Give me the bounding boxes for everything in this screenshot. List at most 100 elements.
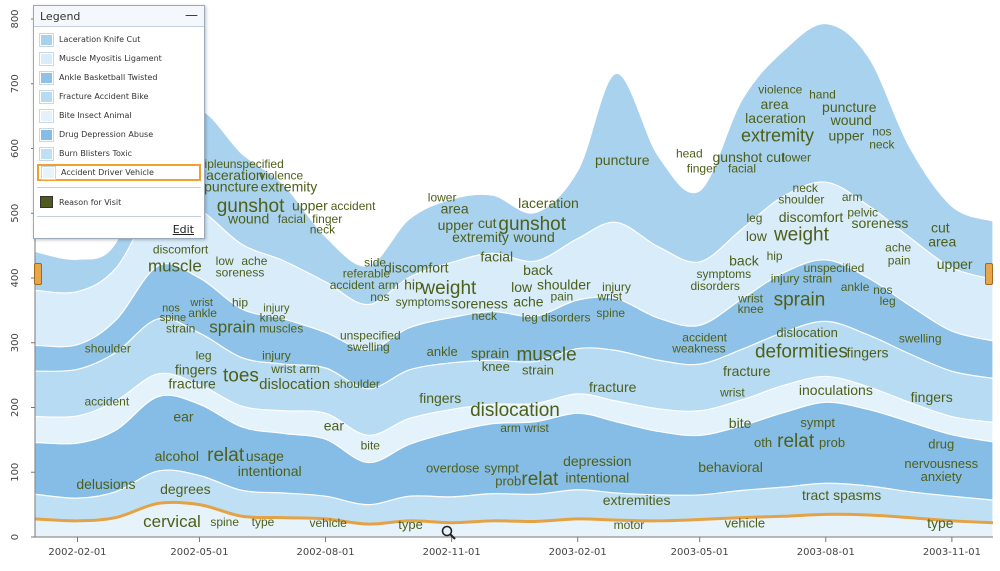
cloud-word: discomfort xyxy=(153,242,209,256)
cloud-word: knee xyxy=(738,302,764,316)
cloud-word: extremities xyxy=(603,492,671,508)
legend-item[interactable]: Accident Driver Vehicle xyxy=(37,164,201,181)
cloud-word: puncture xyxy=(822,99,877,115)
cloud-word: wrist xyxy=(189,297,213,309)
cloud-word: type xyxy=(927,515,954,531)
cloud-word: vehicle xyxy=(309,516,347,530)
legend-swatch xyxy=(40,128,53,141)
legend-item-label: Fracture Accident Bike xyxy=(59,92,149,101)
x-tick-label: 2003-02-01 xyxy=(549,547,607,558)
legend-panel[interactable]: Legend — Laceration Knife Cut Muscle Myos… xyxy=(33,5,205,239)
legend-item[interactable]: Bite Insect Animal xyxy=(37,107,201,124)
cloud-word: nos xyxy=(872,124,891,138)
magnifier-icon[interactable] xyxy=(441,525,456,540)
cloud-word: cervical xyxy=(143,512,201,531)
cloud-word: violence xyxy=(758,82,802,96)
cloud-word: spine xyxy=(596,306,625,320)
legend-item[interactable]: Drug Depression Abuse xyxy=(37,126,201,143)
cloud-word: wrist xyxy=(737,292,763,306)
cloud-word: drug xyxy=(928,436,954,451)
legend-item-label: Drug Depression Abuse xyxy=(59,130,154,139)
legend-item[interactable]: Burn Blisters Toxic xyxy=(37,145,201,162)
cloud-word: wound xyxy=(830,112,872,128)
cloud-word: ankle xyxy=(841,280,870,294)
cloud-word: weight xyxy=(420,278,477,299)
cloud-word: knee xyxy=(482,359,510,374)
cloud-word: delusions xyxy=(76,476,135,492)
cloud-word: side xyxy=(364,255,386,269)
cloud-word: laceration xyxy=(203,167,264,183)
cloud-word: upper xyxy=(438,217,474,233)
legend-header: Legend — xyxy=(34,6,204,27)
cloud-word: neck xyxy=(310,222,336,236)
cloud-word: pain xyxy=(551,290,574,304)
selected-layer-outline xyxy=(34,500,994,526)
word-clouds: tiple unspecifiedlacerationviolencepunctu… xyxy=(76,82,978,532)
cloud-word: ache xyxy=(885,240,911,254)
legend-swatch xyxy=(40,109,53,122)
cloud-word: arm xyxy=(842,190,863,204)
legend-item[interactable]: Laceration Knife Cut xyxy=(37,31,201,48)
cloud-word: bite xyxy=(361,439,381,453)
x-tick-label: 2002-11-01 xyxy=(423,547,481,558)
cloud-word: leg xyxy=(196,349,212,363)
cloud-word: ankle xyxy=(188,306,217,320)
cloud-word: motor xyxy=(614,518,645,532)
cloud-word: cut xyxy=(931,219,950,235)
legend-swatch xyxy=(40,71,53,84)
cloud-word: nos xyxy=(873,283,892,297)
cloud-word: low xyxy=(216,254,234,268)
cloud-word: oth xyxy=(754,435,772,450)
cloud-word: pelvic xyxy=(847,205,878,219)
legend-item-label: Muscle Myositis Ligament xyxy=(59,54,162,63)
cloud-word: sprain xyxy=(774,290,826,311)
cloud-word: gunshot cut xyxy=(713,149,785,165)
cloud-word: tract spasms xyxy=(802,487,881,503)
left-range-handle[interactable] xyxy=(34,263,42,285)
cloud-word: wound xyxy=(512,229,554,245)
cloud-word: upper xyxy=(937,256,973,272)
cloud-word: soreness xyxy=(216,266,265,280)
cloud-word: laceration xyxy=(518,195,579,211)
minimize-icon[interactable]: — xyxy=(185,8,198,23)
cloud-word: injury xyxy=(262,349,291,363)
legend-item[interactable]: Muscle Myositis Ligament xyxy=(37,50,201,67)
cloud-word: shoulder xyxy=(85,341,131,355)
cloud-word: arm wrist xyxy=(500,421,549,435)
cloud-word: unspecified xyxy=(340,328,401,342)
legend-swatch xyxy=(40,147,53,160)
cloud-word: finger xyxy=(312,212,342,226)
y-tick-label: 600 xyxy=(10,139,21,158)
cloud-word: prob xyxy=(495,473,521,488)
stream-layers[interactable] xyxy=(34,22,994,538)
y-tick-label: 800 xyxy=(10,9,21,28)
cloud-word: neck xyxy=(869,137,895,151)
cloud-word: dislocation xyxy=(259,376,330,393)
cloud-word: deformities xyxy=(755,341,848,362)
cloud-word: neck xyxy=(793,181,819,195)
cloud-word: neck xyxy=(472,309,498,323)
cloud-word: accident xyxy=(682,330,727,344)
cloud-word: extremity xyxy=(741,126,814,146)
right-range-handle[interactable] xyxy=(985,263,993,285)
legend-divider xyxy=(37,187,201,188)
cloud-word: symptoms xyxy=(696,267,751,281)
cloud-word: leg disorders xyxy=(522,310,591,324)
cloud-word: shoulder xyxy=(334,377,380,391)
legend-item-label: Accident Driver Vehicle xyxy=(61,168,154,177)
cloud-word: sprain xyxy=(209,317,255,336)
cloud-word: fingers xyxy=(175,361,217,377)
cloud-word: alcohol xyxy=(155,448,199,464)
x-tick-label: 2003-11-01 xyxy=(923,547,981,558)
cloud-word: spine xyxy=(160,312,186,324)
cloud-word: lower xyxy=(782,150,811,164)
cloud-word: knee xyxy=(260,310,286,324)
cloud-word: relat xyxy=(777,431,815,452)
cloud-word: dislocation xyxy=(776,325,837,340)
legend-reason-entry[interactable]: Reason for Visit xyxy=(34,188,204,208)
legend-item[interactable]: Ankle Basketball Twisted xyxy=(37,69,201,86)
legend-item[interactable]: Fracture Accident Bike xyxy=(37,88,201,105)
edit-link[interactable]: Edit xyxy=(172,223,194,236)
legend-item-label: Laceration Knife Cut xyxy=(59,35,141,44)
